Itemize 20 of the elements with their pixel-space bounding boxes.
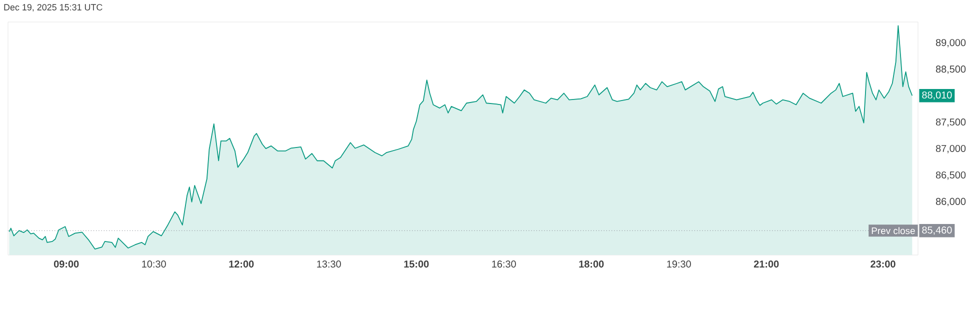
y-tick-label: 87,500: [936, 118, 966, 127]
x-tick-label: 15:00: [404, 260, 429, 268]
chart-title: Dec 19, 2025 15:31 UTC: [4, 4, 102, 12]
x-tick-label: 13:30: [317, 260, 341, 268]
x-tick-label: 19:30: [667, 260, 691, 268]
x-tick-label: 21:00: [754, 260, 779, 268]
y-tick-label: 86,000: [936, 198, 966, 206]
x-tick-label: 16:30: [492, 260, 516, 268]
y-tick-label: 88,500: [936, 66, 966, 74]
ref-line-label: Prev close: [872, 227, 915, 234]
y-tick-label: 86,500: [936, 171, 966, 180]
x-tick-label: 12:00: [229, 260, 254, 268]
x-tick-label: 10:30: [142, 260, 166, 268]
x-tick-label: 23:00: [870, 260, 896, 268]
y-tick-label: 87,000: [936, 144, 966, 154]
annotation: 85,460: [922, 226, 952, 235]
x-tick-label: 09:00: [54, 260, 79, 268]
y-tick-label: 89,000: [936, 39, 966, 48]
annotation: 88,010: [922, 91, 952, 100]
x-tick-label: 18:00: [579, 260, 604, 268]
